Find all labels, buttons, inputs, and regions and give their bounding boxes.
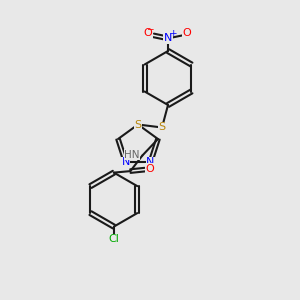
Text: N: N (164, 33, 172, 43)
Text: N: N (146, 158, 154, 167)
Text: HN: HN (124, 150, 140, 160)
Text: O: O (183, 28, 192, 38)
Text: N: N (122, 158, 130, 167)
Text: S: S (158, 122, 166, 133)
Text: O: O (144, 28, 153, 38)
Text: S: S (134, 119, 142, 130)
Text: Cl: Cl (108, 234, 119, 244)
Text: −: − (146, 24, 154, 33)
Text: +: + (169, 28, 176, 38)
Text: O: O (146, 164, 154, 174)
